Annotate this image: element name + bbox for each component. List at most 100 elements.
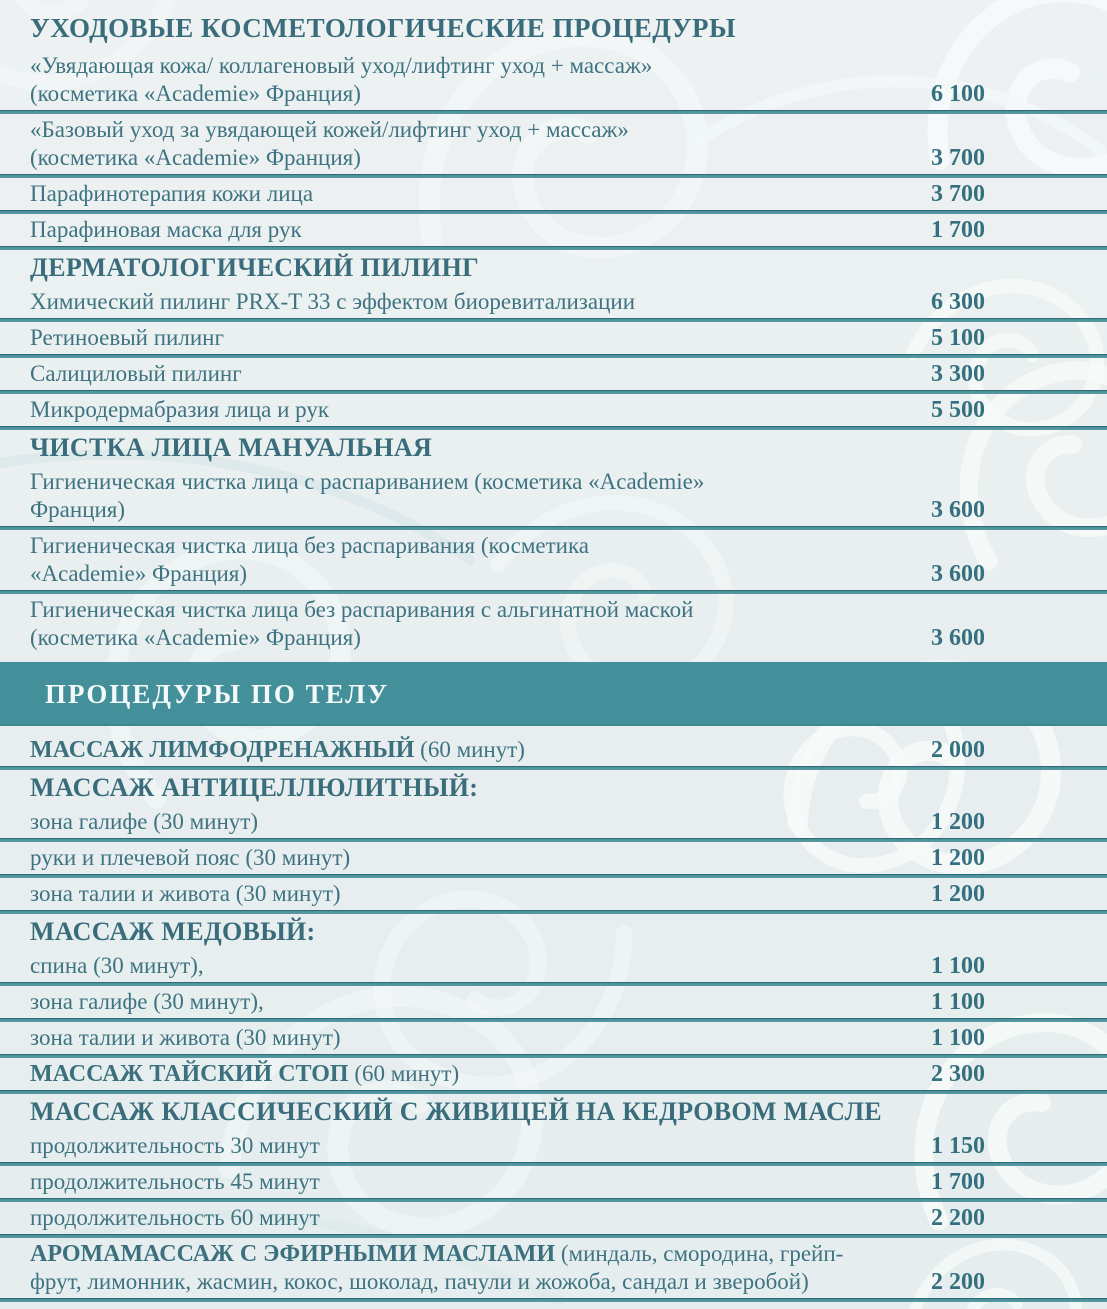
row-divider-rule xyxy=(0,982,1107,986)
row-divider-rule xyxy=(0,1162,1107,1166)
price-value: 2 200 xyxy=(931,1205,985,1231)
row-divider-rule xyxy=(0,838,1107,842)
service-name: Ретиноевый пилинг xyxy=(30,325,224,350)
price-value: 6 100 xyxy=(931,81,985,107)
row-divider-rule xyxy=(0,110,1107,114)
price-table: «Увядающая кожа/ коллагеновый уход/лифти… xyxy=(0,50,1107,1302)
price-row: «Увядающая кожа/ коллагеновый уход/лифти… xyxy=(0,50,1107,110)
service-name-caps: МАССАЖ ЛИМФОДРЕНАЖНЫЙ xyxy=(30,737,415,763)
row-divider-rule xyxy=(0,766,1107,770)
price-row: продолжительность 60 минут 2 200 xyxy=(0,1202,1107,1234)
service-name-text: зона талии и живота (30 минут) xyxy=(30,881,341,906)
price-row: Гигиеническая чистка лица без распариван… xyxy=(0,530,1107,590)
price-value: 1 200 xyxy=(931,845,985,871)
price-value: 3 700 xyxy=(931,145,985,171)
row-divider-rule xyxy=(0,1198,1107,1202)
service-name-text: зона галифе (30 минут), xyxy=(30,989,264,1014)
service-name: спина (30 минут), xyxy=(30,953,204,978)
price-value: 3 600 xyxy=(931,625,985,651)
section-heading-label: ДЕРМАТОЛОГИЧЕСКИЙ ПИЛИНГ xyxy=(30,253,479,282)
price-value: 2 300 xyxy=(931,1061,985,1087)
price-value: 3 600 xyxy=(931,497,985,523)
row-divider-rule xyxy=(0,526,1107,530)
row-divider-rule xyxy=(0,1090,1107,1094)
row-divider-rule xyxy=(0,246,1107,250)
service-name-text: зона галифе (30 минут) xyxy=(30,809,259,834)
price-row: Микродермабразия лица и рук 5 500 xyxy=(0,394,1107,426)
price-row: зона талии и живота (30 минут) 1 200 xyxy=(0,878,1107,910)
price-row: Гигиеническая чистка лица без распариван… xyxy=(0,594,1107,654)
section-heading-label: МАССАЖ МЕДОВЫЙ: xyxy=(30,917,316,946)
service-name: МАССАЖ ЛИМФОДРЕНАЖНЫЙ (60 минут) xyxy=(30,737,525,763)
price-value: 1 100 xyxy=(931,989,985,1015)
price-value: 2 000 xyxy=(931,737,985,763)
section-heading-label: МАССАЖ КЛАССИЧЕСКИЙ С ЖИВИЦЕЙ НА КЕДРОВО… xyxy=(30,1097,882,1126)
price-value: 1 150 xyxy=(931,1133,985,1159)
service-name-text: продолжительность 60 минут xyxy=(30,1205,320,1230)
price-row: Салициловый пилинг 3 300 xyxy=(0,358,1107,390)
service-name-text: руки и плечевой пояс (30 минут) xyxy=(30,845,351,870)
price-row: Ретиноевый пилинг 5 100 xyxy=(0,322,1107,354)
service-name: зона талии и живота (30 минут) xyxy=(30,1025,341,1050)
price-value: 3 700 xyxy=(931,181,985,207)
price-row: МАССАЖ ТАЙСКИЙ СТОП (60 минут) 2 300 xyxy=(0,1058,1107,1090)
row-divider-rule xyxy=(0,174,1107,178)
service-name: «Базовый уход за увядающей кожей/лифтинг… xyxy=(30,117,629,170)
service-name-text: Гигиеническая чистка лица с распаривание… xyxy=(30,469,705,522)
service-name-text: Гигиеническая чистка лица без распариван… xyxy=(30,597,694,650)
price-value: 1 100 xyxy=(931,1025,985,1051)
service-name: Парафинотерапия кожи лица xyxy=(30,181,313,206)
price-value: 1 700 xyxy=(931,217,985,243)
price-row: Гигиеническая чистка лица с распаривание… xyxy=(0,466,1107,526)
service-name-text: Гигиеническая чистка лица без распариван… xyxy=(30,533,589,586)
row-divider-rule xyxy=(0,910,1107,914)
price-row: «Базовый уход за увядающей кожей/лифтинг… xyxy=(0,114,1107,174)
price-row: Парафинотерапия кожи лица 3 700 xyxy=(0,178,1107,210)
price-row: АРОМАМАССАЖ С ЭФИРНЫМИ МАСЛАМИ (миндаль,… xyxy=(0,1238,1107,1298)
service-name: Гигиеническая чистка лица без распариван… xyxy=(30,533,589,586)
section-heading: МАССАЖ АНТИЦЕЛЛЮЛИТНЫЙ: xyxy=(0,770,1107,806)
price-row: зона галифе (30 минут), 1 100 xyxy=(0,986,1107,1018)
section-heading-label: ЧИСТКА ЛИЦА МАНУАЛЬНАЯ xyxy=(30,433,433,462)
row-divider-rule xyxy=(0,1298,1107,1302)
service-name: МАССАЖ ТАЙСКИЙ СТОП (60 минут) xyxy=(30,1061,460,1087)
service-name-text: Салициловый пилинг xyxy=(30,361,242,386)
service-name: руки и плечевой пояс (30 минут) xyxy=(30,845,350,870)
price-value: 3 300 xyxy=(931,361,985,387)
price-value: 1 200 xyxy=(931,809,985,835)
service-name-text: (60 минут) xyxy=(348,1061,460,1086)
service-name-caps: МАССАЖ ТАЙСКИЙ СТОП xyxy=(30,1061,349,1087)
service-name: зона галифе (30 минут), xyxy=(30,989,264,1014)
service-name-text: «Увядающая кожа/ коллагеновый уход/лифти… xyxy=(30,53,653,106)
service-name-text: «Базовый уход за увядающей кожей/лифтинг… xyxy=(30,117,629,170)
service-name-text: продолжительность 45 минут xyxy=(30,1169,320,1194)
price-row: Химический пилинг PRX-T 33 с эффектом би… xyxy=(0,286,1107,318)
service-name-text: продолжительность 30 минут xyxy=(30,1133,320,1158)
service-name: зона галифе (30 минут) xyxy=(30,809,258,834)
row-divider-rule xyxy=(0,318,1107,322)
service-name-text: Ретиноевый пилинг xyxy=(30,325,224,350)
price-value: 2 200 xyxy=(931,1269,985,1295)
service-name: продолжительность 45 минут xyxy=(30,1169,320,1194)
service-name: Гигиеническая чистка лица с распаривание… xyxy=(30,469,704,522)
section-heading: ДЕРМАТОЛОГИЧЕСКИЙ ПИЛИНГ xyxy=(0,250,1107,286)
price-row: продолжительность 45 минут 1 700 xyxy=(0,1166,1107,1198)
row-divider-rule xyxy=(0,874,1107,878)
service-name-text: Парафинотерапия кожи лица xyxy=(30,181,314,206)
service-name-text: Микродермабразия лица и рук xyxy=(30,397,330,422)
row-divider-rule xyxy=(0,1018,1107,1022)
row-divider-rule xyxy=(0,354,1107,358)
body-section-banner: ПРОЦЕДУРЫ ПО ТЕЛУ xyxy=(0,662,1107,726)
price-value: 3 600 xyxy=(931,561,985,587)
section-heading: МАССАЖ МЕДОВЫЙ: xyxy=(0,914,1107,950)
service-name: зона талии и живота (30 минут) xyxy=(30,881,341,906)
row-divider-rule xyxy=(0,590,1107,594)
price-value: 1 100 xyxy=(931,953,985,979)
service-name: Химический пилинг PRX-T 33 с эффектом би… xyxy=(30,289,635,314)
price-row: спина (30 минут), 1 100 xyxy=(0,950,1107,982)
service-name: Гигиеническая чистка лица без распариван… xyxy=(30,597,693,650)
row-divider-rule xyxy=(0,210,1107,214)
price-row: зона талии и живота (30 минут) 1 100 xyxy=(0,1022,1107,1054)
service-name: Парафиновая маска для рук xyxy=(30,217,302,242)
